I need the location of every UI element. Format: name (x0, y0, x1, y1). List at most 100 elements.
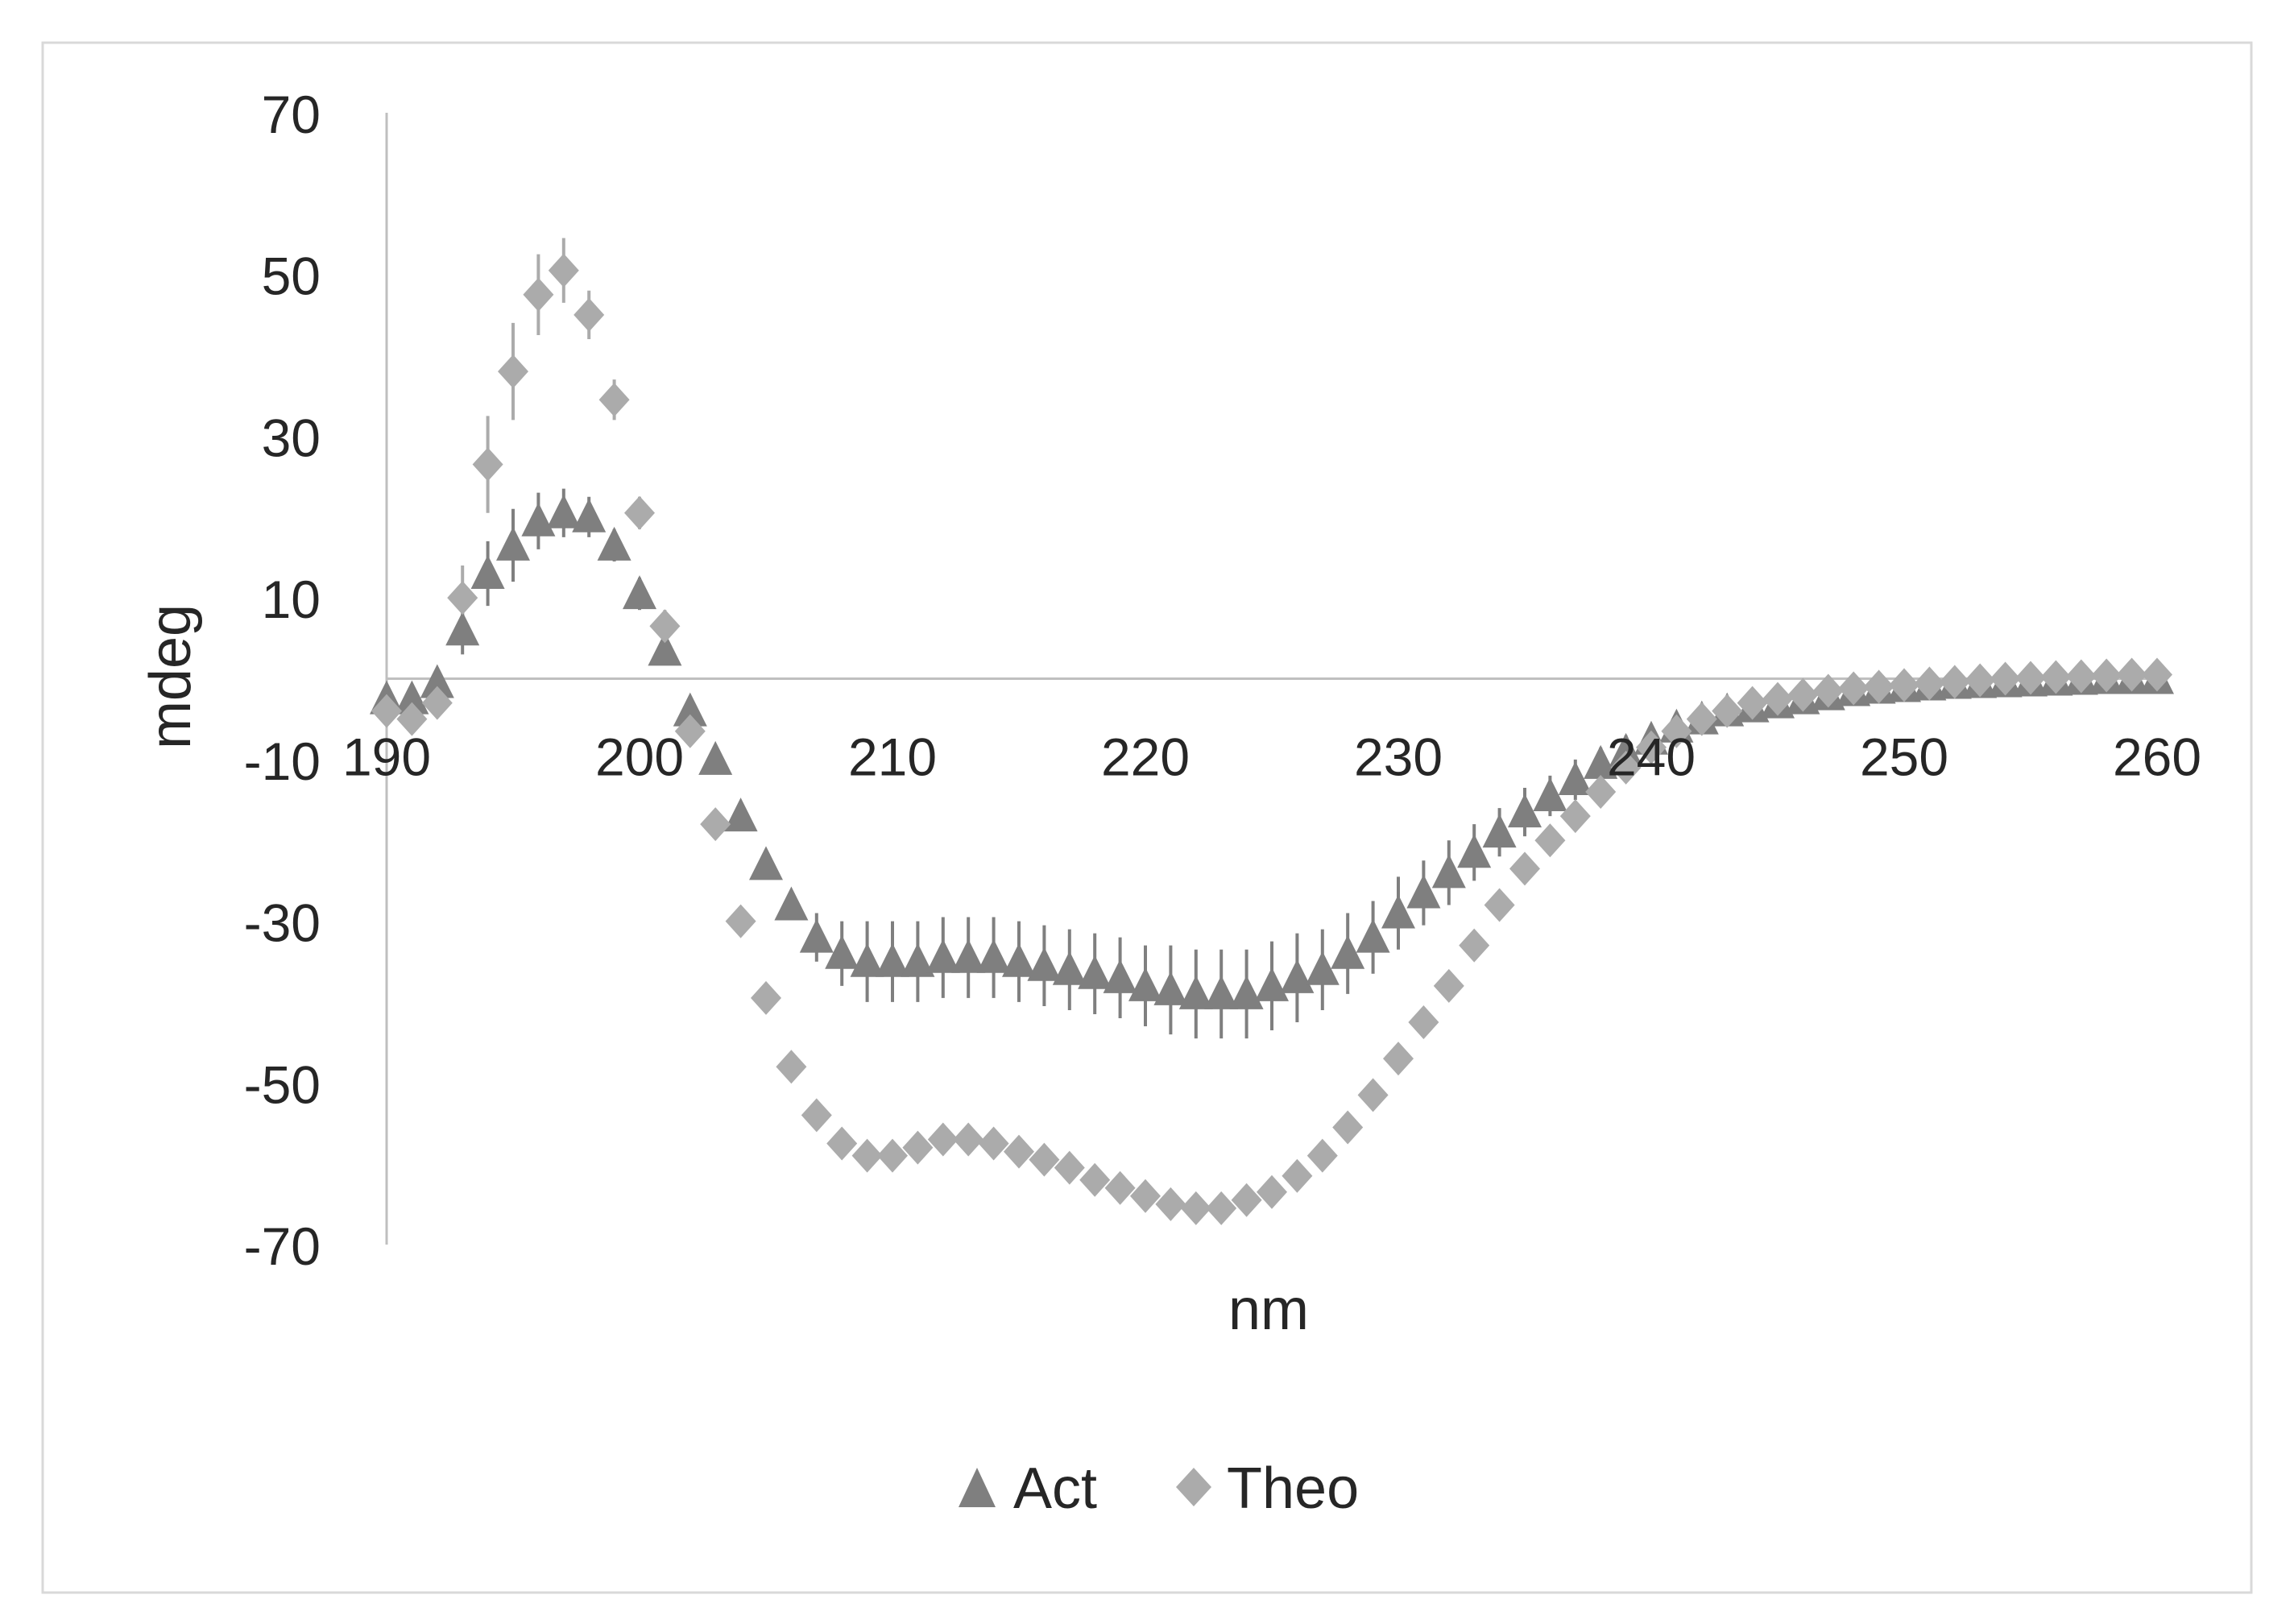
act-point (698, 740, 733, 775)
y-tick-label: 30 (262, 408, 321, 467)
theo-point (1459, 928, 1490, 963)
theo-point (2040, 660, 2072, 694)
theo-point (1636, 730, 1667, 764)
theo-point (751, 980, 781, 1015)
act-point (470, 555, 505, 590)
x-tick-label: 200 (595, 727, 684, 787)
x-tick-label: 250 (1860, 727, 1948, 787)
act-point (572, 498, 607, 532)
theo-point (1433, 968, 1464, 1003)
x-tick-label: 260 (2113, 727, 2201, 787)
y-tick-label: 50 (262, 246, 321, 306)
act-point (673, 692, 707, 727)
act-point (1609, 732, 1643, 767)
theo-point (1787, 677, 1819, 712)
theo-point (1812, 673, 1844, 708)
theo-point (1838, 671, 1870, 706)
act-point (1533, 777, 1567, 812)
theo-point (1332, 1110, 1364, 1145)
act-point (445, 611, 480, 646)
data-markers (370, 253, 2174, 1225)
theo-point (1509, 851, 1540, 886)
theo-point (548, 253, 579, 288)
act-point (1128, 967, 1162, 1001)
legend: Act Theo (959, 1456, 1359, 1521)
y-axis-title: mdeg (139, 604, 203, 749)
act-point (420, 664, 454, 698)
theo-point (1585, 775, 1617, 809)
axes (385, 113, 2157, 1245)
act-point (1584, 744, 1618, 779)
theo-point (826, 1126, 858, 1161)
act-point (1229, 975, 1264, 1009)
act-point (1204, 975, 1239, 1009)
theo-point (1054, 1150, 1085, 1185)
y-tick-label: 70 (262, 85, 321, 144)
act-point (648, 632, 682, 666)
y-tick-label: -70 (244, 1216, 321, 1276)
theo-point (1408, 1005, 1439, 1040)
theo-point (801, 1098, 832, 1133)
act-point (1482, 814, 1517, 848)
act-point (723, 798, 758, 832)
theo-point (1965, 663, 1996, 698)
act-point (496, 526, 530, 561)
x-tick-label: 190 (342, 727, 431, 787)
theo-point (725, 904, 756, 938)
theo-point (1104, 1170, 1136, 1205)
y-tick-label: -30 (244, 893, 321, 953)
theo-point (1029, 1142, 1060, 1177)
theo-point (624, 495, 655, 530)
act-point (1305, 951, 1340, 985)
act-point (1381, 894, 1415, 929)
act-point (1558, 760, 1592, 795)
act-point (1331, 934, 1365, 969)
theo-point (2015, 661, 2046, 695)
act-point (1052, 951, 1087, 985)
theo-point (700, 807, 731, 842)
act-point (976, 938, 1011, 973)
act-point (1457, 834, 1492, 868)
theo-point (421, 686, 453, 720)
theo-point (1357, 1078, 1389, 1112)
theo-point (1257, 1174, 1287, 1209)
x-tick-label: 210 (848, 727, 937, 787)
act-point (951, 938, 986, 973)
theo-point (953, 1122, 984, 1157)
theo-point (1889, 668, 1919, 702)
x-tick-label: 220 (1101, 727, 1190, 787)
act-point (1280, 959, 1315, 993)
theo-point (1939, 665, 1970, 699)
act-point (1356, 918, 1390, 953)
theo-point (1130, 1179, 1161, 1213)
y-tick-label: 10 (262, 570, 321, 629)
theo-point (877, 1138, 908, 1173)
theo-point (1079, 1162, 1111, 1197)
act-point (395, 680, 429, 715)
theo-point (1282, 1158, 1313, 1193)
theo-point (1206, 1191, 1237, 1225)
theo-point (649, 609, 681, 644)
theo-point (2116, 657, 2147, 692)
x-tick-label: 240 (1607, 727, 1696, 787)
theo-point (1686, 702, 1717, 736)
theo-point (523, 277, 554, 312)
legend-act-label: Act (1013, 1456, 1097, 1521)
theo-point (1484, 888, 1515, 922)
legend-theo-label: Theo (1227, 1456, 1359, 1521)
legend-act-marker-icon (959, 1468, 996, 1507)
theo-point (1231, 1183, 1262, 1217)
theo-point (371, 694, 402, 728)
theo-point (574, 297, 605, 332)
theo-point (1737, 686, 1768, 720)
act-point (623, 575, 656, 610)
x-axis-title: nm (1228, 1278, 1309, 1342)
act-point (597, 526, 631, 561)
tick-labels: 70 50 30 10 -10 -30 -50 -70 190 200 210 220 230 240 25… (244, 85, 2201, 1276)
act-point (1406, 874, 1441, 909)
theo-point (776, 1050, 807, 1084)
act-point (1431, 854, 1466, 889)
theo-point (1914, 666, 1945, 701)
act-point (1103, 959, 1137, 993)
